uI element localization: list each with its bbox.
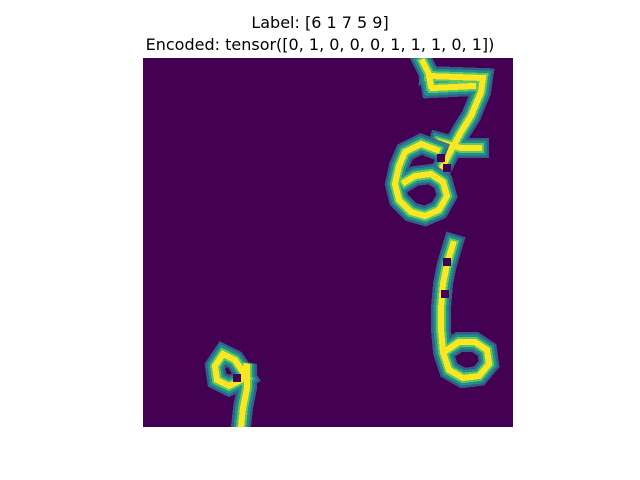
digit-6 [431,231,500,389]
digit-9-stroke [211,350,252,427]
dark-pixel [441,290,449,298]
dark-pixel [459,322,467,330]
dark-pixel [443,164,451,172]
dark-pixel [455,170,463,178]
digit-6-stroke [438,240,493,382]
digit-7-stroke [429,82,477,92]
digit-7-stroke [425,72,487,175]
dark-pixel [233,374,241,382]
dark-pixel [437,154,445,162]
digit-image-canvas [204,58,500,427]
digit-image [143,58,513,427]
title-encoded: Encoded: tensor([0, 1, 0, 0, 0, 1, 1, 1,… [145,35,495,54]
dark-pixel [443,258,451,266]
digit-5 [384,133,458,227]
digit-5-stroke [391,140,451,220]
digit-9 [204,341,261,427]
title-label: Label: [6 1 7 5 9] [251,13,389,32]
